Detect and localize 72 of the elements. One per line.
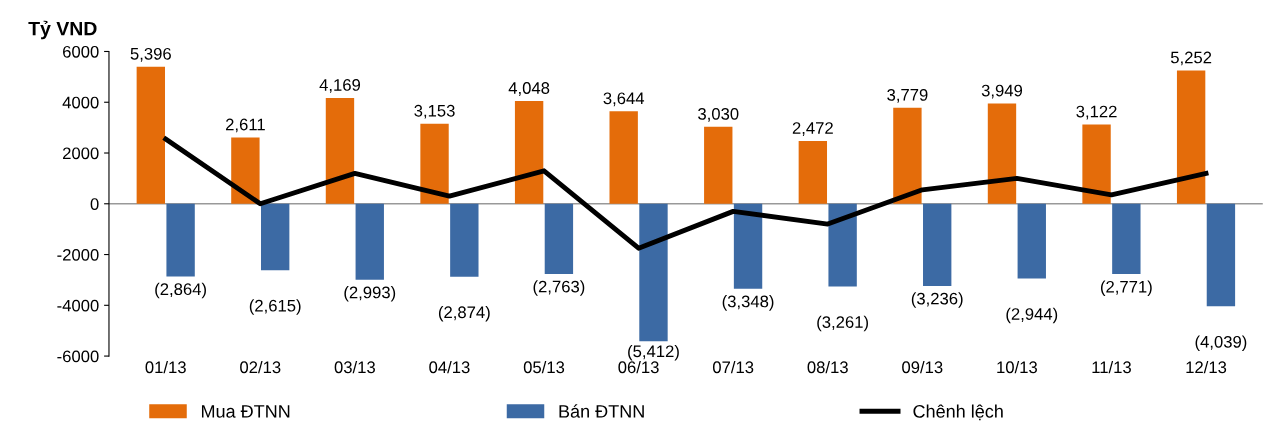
data-label: 5,396 <box>130 47 171 62</box>
x-tick-label: 06/13 <box>618 360 659 374</box>
bar <box>166 203 195 277</box>
bar <box>923 203 952 286</box>
x-tick-label: 10/13 <box>997 360 1037 374</box>
bar <box>136 66 165 204</box>
bar <box>987 103 1017 204</box>
data-label: (3,236) <box>911 292 963 308</box>
x-tick-label: 01/13 <box>145 360 186 374</box>
data-label: 4,169 <box>319 79 361 93</box>
data-label: (3,348) <box>722 295 774 311</box>
line-series <box>163 136 1209 251</box>
data-label: (2,615) <box>249 299 301 315</box>
bar <box>261 203 290 271</box>
data-label: (2,993) <box>344 286 396 302</box>
x-tick-label: 04/13 <box>429 360 470 374</box>
bar <box>1176 70 1206 204</box>
data-label: (2,944) <box>1006 307 1058 324</box>
bar <box>231 137 260 204</box>
bar <box>1206 203 1236 307</box>
bar <box>893 107 922 204</box>
data-label: 2,611 <box>225 118 265 133</box>
data-label: (2,763) <box>533 280 585 296</box>
data-label: 3,122 <box>1076 105 1117 120</box>
data-label: (2,864) <box>155 282 206 299</box>
x-tick-label: 03/13 <box>334 360 375 374</box>
bar <box>639 203 668 342</box>
x-tick-label: 08/13 <box>807 360 848 374</box>
y-tick-label: -4000 <box>57 299 99 312</box>
y-tick-label: -2000 <box>57 248 99 261</box>
data-label: (4,039) <box>1195 335 1247 352</box>
data-label: 4,048 <box>508 82 550 96</box>
legend-label: Mua ĐTNN <box>201 405 290 418</box>
bar <box>609 111 638 204</box>
data-label: (2,771) <box>1100 280 1152 296</box>
data-label: (2,874) <box>438 305 490 322</box>
data-label: (3,261) <box>817 315 868 332</box>
x-tick-label: 05/13 <box>523 360 565 374</box>
bar <box>828 203 857 287</box>
data-label: 3,153 <box>414 104 455 119</box>
x-tick-label: 11/13 <box>1092 360 1131 374</box>
bar <box>733 203 763 289</box>
bar <box>325 97 355 204</box>
bar <box>798 141 828 204</box>
data-label: 3,644 <box>603 92 645 107</box>
x-tick-label: 07/13 <box>712 360 754 374</box>
x-tick-label: 09/13 <box>902 360 943 374</box>
bar <box>355 203 384 280</box>
y-axis-title: Tỷ VND <box>28 20 97 40</box>
data-label: 3,949 <box>981 84 1023 99</box>
bar <box>1017 203 1046 279</box>
data-label: 3,030 <box>698 107 739 122</box>
bar <box>450 203 479 277</box>
bar <box>514 101 544 204</box>
data-label: 2,472 <box>792 122 833 136</box>
y-tick-label: 4000 <box>62 96 99 109</box>
legend-label: Bán ĐTNN <box>559 404 644 418</box>
y-tick-label: 2000 <box>63 147 99 160</box>
x-tick-label: 12/13 <box>1186 360 1227 374</box>
data-label: (5,412) <box>628 344 679 361</box>
x-tick-label: 02/13 <box>240 360 281 374</box>
legend-label: Chênh lệch <box>913 404 1003 421</box>
bar <box>420 123 449 204</box>
y-tick-label: 6000 <box>63 45 99 58</box>
data-label: 5,252 <box>1170 51 1212 66</box>
y-tick-label: -6000 <box>57 350 99 363</box>
bar <box>1082 124 1111 204</box>
data-label: 3,779 <box>887 88 928 103</box>
bar <box>544 203 574 274</box>
bar <box>1112 203 1141 275</box>
y-tick-label: 0 <box>90 198 99 210</box>
bar <box>704 126 733 204</box>
